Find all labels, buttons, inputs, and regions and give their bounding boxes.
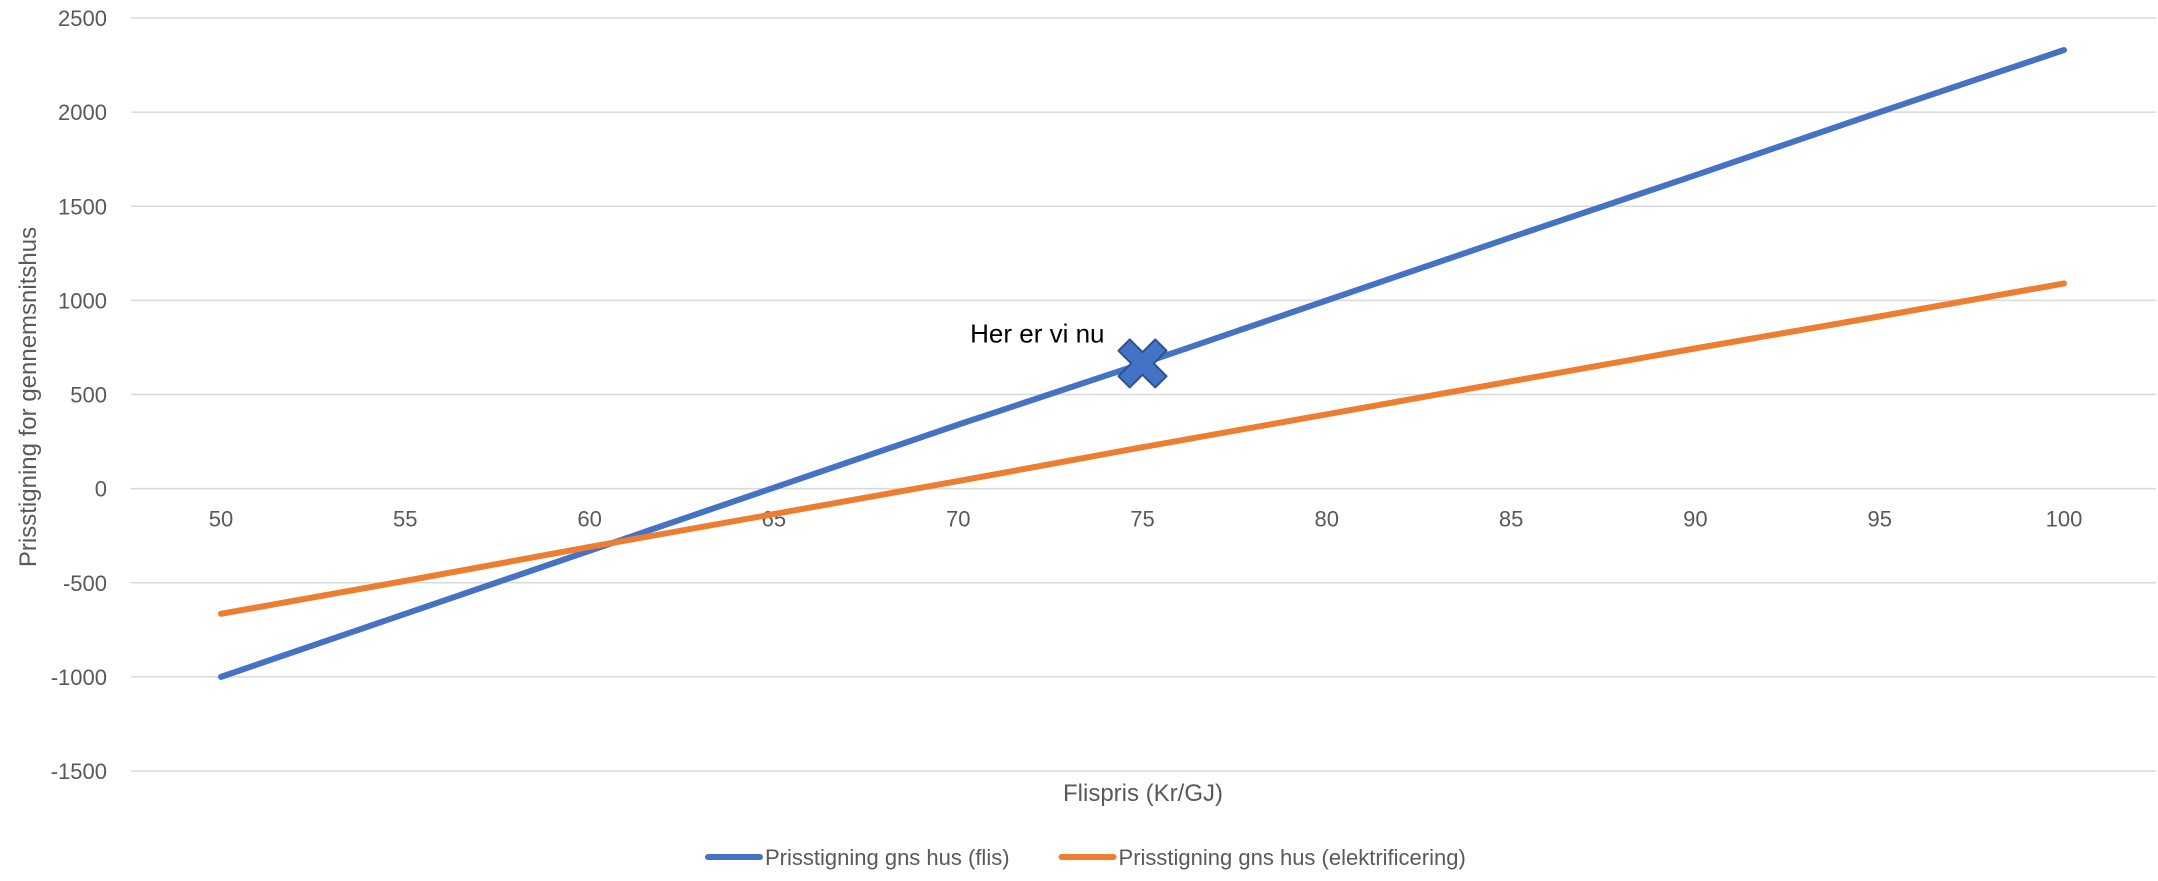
x-tick-label: 55 [393, 507, 417, 532]
x-tick-label: 70 [946, 507, 970, 532]
series-line-2 [218, 280, 2067, 617]
y-tick-label: -1000 [51, 665, 107, 690]
y-tick-label: 1000 [58, 288, 107, 313]
y-tick-label: -1500 [51, 759, 107, 784]
x-tick-label: 85 [1499, 507, 1523, 532]
y-axis-title: Prisstigning for gennemsnitshus [15, 227, 42, 567]
gridlines [131, 17, 2156, 772]
x-tick-label: 75 [1130, 507, 1154, 532]
legend: Prisstigning gns hus (flis) Prisstigning … [705, 845, 1466, 870]
y-axis-ticks: 2500 2000 1500 1000 500 0 -500 -1000 -1500 [51, 6, 107, 784]
y-tick-label: 1500 [58, 194, 107, 219]
x-tick-label: 80 [1315, 507, 1339, 532]
legend-label: Prisstigning gns hus (flis) [765, 845, 1010, 870]
legend-label: Prisstigning gns hus (elektrificering) [1119, 845, 1466, 870]
y-tick-label: -500 [63, 571, 107, 596]
x-axis-title: Flispris (Kr/GJ) [1063, 780, 1223, 807]
y-tick-label: 2000 [58, 100, 107, 125]
y-tick-label: 2500 [58, 6, 107, 31]
x-axis-ticks: 50 55 60 65 70 75 80 85 90 95 100 [209, 507, 2083, 532]
x-tick-label: 50 [209, 507, 233, 532]
y-tick-label: 500 [70, 383, 107, 408]
x-tick-label: 100 [2046, 507, 2083, 532]
annotation-label: Her er vi nu [970, 318, 1104, 348]
x-marker [1117, 338, 1168, 389]
x-tick-label: 90 [1683, 507, 1707, 532]
y-tick-label: 0 [95, 477, 107, 502]
annotations: Her er vi nu [970, 318, 1168, 389]
x-tick-label: 60 [577, 507, 601, 532]
x-tick-label: 95 [1867, 507, 1891, 532]
